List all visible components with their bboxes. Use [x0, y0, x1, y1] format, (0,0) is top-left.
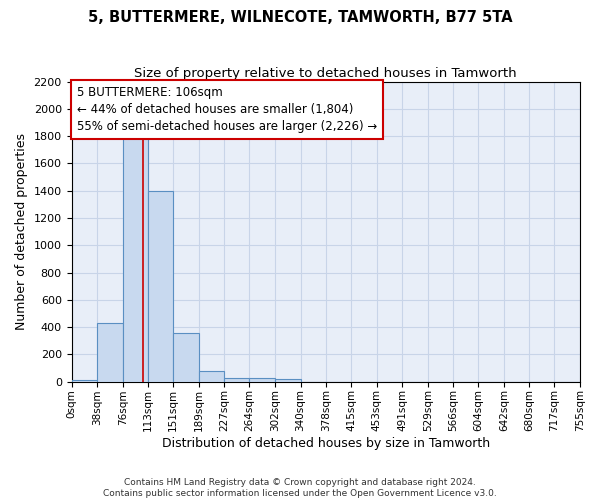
- Y-axis label: Number of detached properties: Number of detached properties: [15, 133, 28, 330]
- Text: Contains HM Land Registry data © Crown copyright and database right 2024.
Contai: Contains HM Land Registry data © Crown c…: [103, 478, 497, 498]
- Bar: [224, 378, 250, 382]
- Text: 5, BUTTERMERE, WILNECOTE, TAMWORTH, B77 5TA: 5, BUTTERMERE, WILNECOTE, TAMWORTH, B77 …: [88, 10, 512, 25]
- Bar: [173, 334, 199, 382]
- Title: Size of property relative to detached houses in Tamworth: Size of property relative to detached ho…: [134, 68, 517, 80]
- Bar: [275, 379, 301, 382]
- Bar: [199, 371, 224, 382]
- Text: 5 BUTTERMERE: 106sqm
← 44% of detached houses are smaller (1,804)
55% of semi-de: 5 BUTTERMERE: 106sqm ← 44% of detached h…: [77, 86, 377, 133]
- Bar: [123, 136, 148, 382]
- Bar: [71, 380, 97, 382]
- Bar: [97, 323, 123, 382]
- Bar: [148, 191, 173, 382]
- X-axis label: Distribution of detached houses by size in Tamworth: Distribution of detached houses by size …: [162, 437, 490, 450]
- Bar: [250, 378, 275, 382]
